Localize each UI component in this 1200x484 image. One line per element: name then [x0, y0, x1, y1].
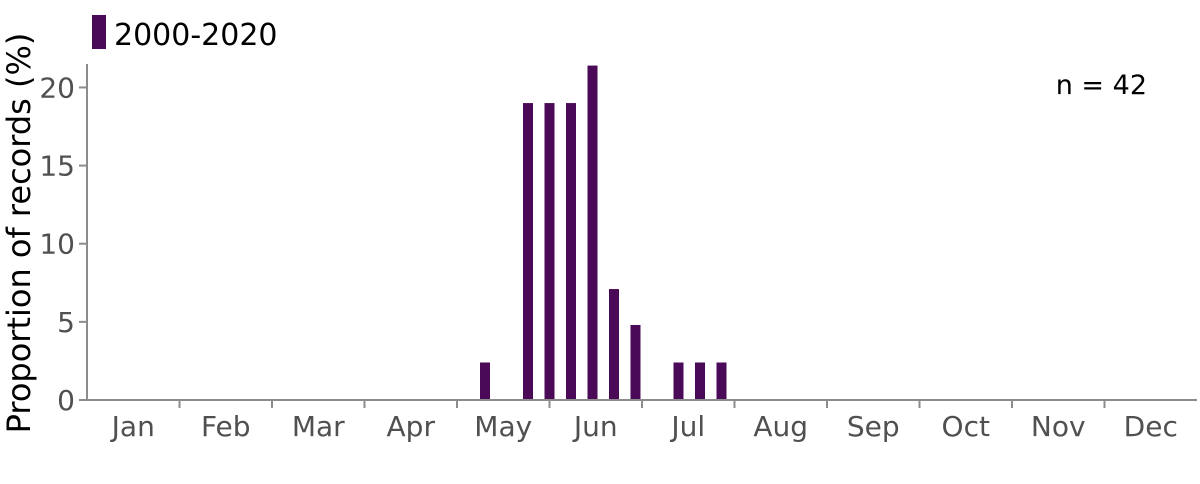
- x-tick-label: Sep: [847, 410, 900, 443]
- x-tick-label: Jan: [110, 410, 155, 443]
- bar: [673, 362, 684, 400]
- legend-label: 2000-2020: [114, 18, 278, 53]
- legend-swatch: [92, 15, 106, 49]
- x-tick-label: Feb: [201, 410, 251, 443]
- x-tick-label: Aug: [753, 410, 808, 443]
- x-tick-label: Dec: [1124, 410, 1178, 443]
- bar: [587, 65, 598, 400]
- bar: [695, 362, 705, 400]
- sample-size-annotation: n = 42: [1056, 70, 1147, 101]
- bar: [523, 103, 533, 401]
- y-tick-label: 10: [39, 228, 75, 261]
- x-tick-label: Jun: [572, 410, 618, 443]
- bar: [566, 103, 576, 401]
- x-tick-label: Mar: [292, 410, 345, 443]
- x-tick-label: May: [474, 410, 532, 443]
- x-ticks-group: Jan Feb Mar Apr May Jun Jul Aug Sep Oct Nov Dec: [110, 400, 1178, 443]
- bars-group: [480, 65, 727, 401]
- y-tick-label: 15: [39, 150, 75, 183]
- bar: [716, 362, 727, 400]
- x-tick-label: Apr: [387, 410, 436, 443]
- y-axis-label: Proportion of records (%): [0, 33, 38, 434]
- y-tick-label: 20: [39, 71, 75, 104]
- x-tick-label: Nov: [1031, 410, 1086, 443]
- bar: [609, 289, 619, 400]
- x-tick-label: Jul: [669, 410, 705, 443]
- axes-group: [86, 64, 1197, 401]
- y-tick-label: 5: [57, 306, 75, 339]
- bar: [544, 103, 555, 401]
- x-tick-label: Oct: [942, 410, 990, 443]
- bar: [630, 324, 641, 400]
- y-ticks-group: 0 5 10 15 20: [39, 71, 87, 417]
- y-tick-label: 0: [57, 384, 75, 417]
- legend: 2000-2020: [92, 15, 278, 53]
- bar: [480, 362, 490, 400]
